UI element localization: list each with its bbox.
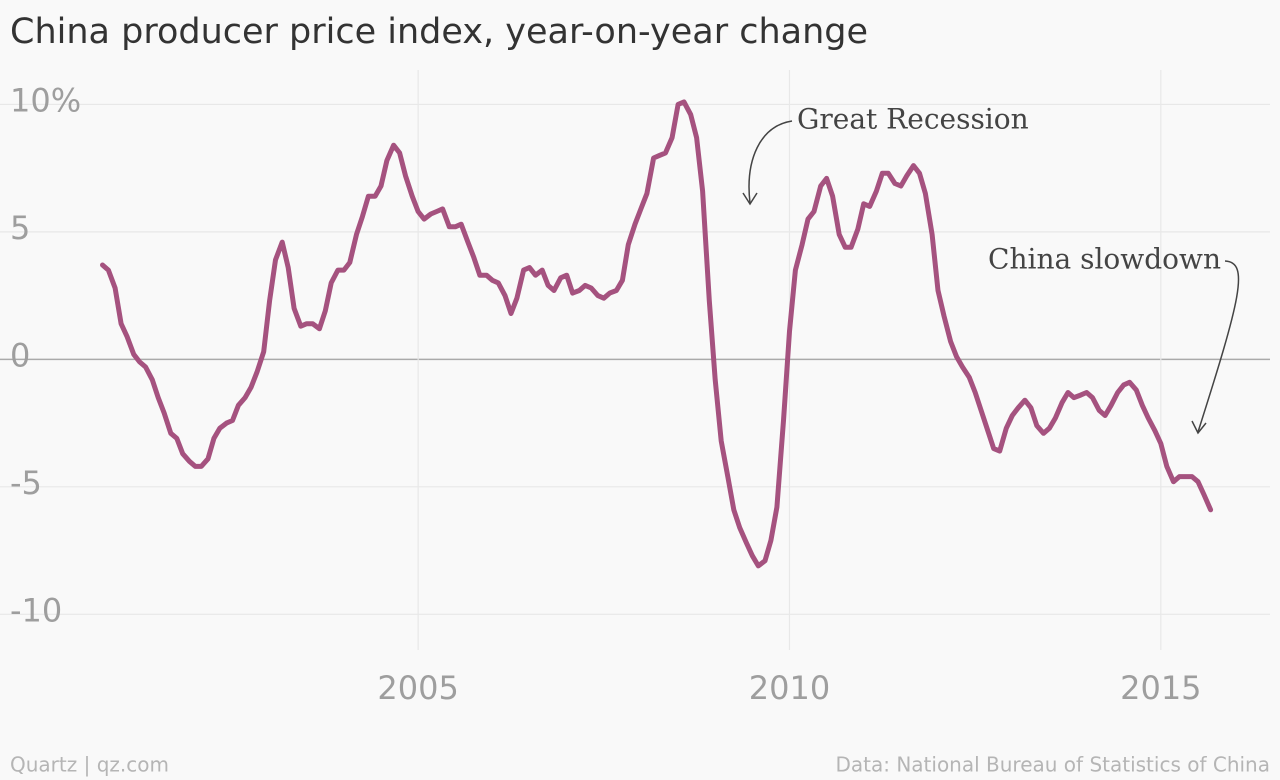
y-tick-label: 10% [10,81,81,119]
annotation-arrow [748,120,793,204]
y-tick-label: 0 [10,336,30,374]
x-tick-label: 2015 [1120,669,1201,707]
x-tick-label: 2010 [749,669,830,707]
x-tick-label: 2005 [377,669,458,707]
annotation: China slowdown [988,243,1221,276]
y-tick-label: 5 [10,209,30,247]
arrowhead [1191,420,1207,435]
y-tick-label: -10 [10,591,62,629]
grid: -10 -5 0 5 10% 2005 2010 2015 [0,70,1270,707]
arrowhead [742,192,758,206]
credit: Quartz | qz.com [10,753,169,777]
plot [100,99,1214,569]
source: Data: National Bureau of Statistics of C… [835,753,1270,777]
annotation-arrow [1197,260,1240,433]
annotation: Great Recession [797,103,1029,136]
y-tick-label: -5 [10,464,42,502]
chart-title: China producer price index, year-on-year… [10,12,868,52]
line [100,99,1214,569]
